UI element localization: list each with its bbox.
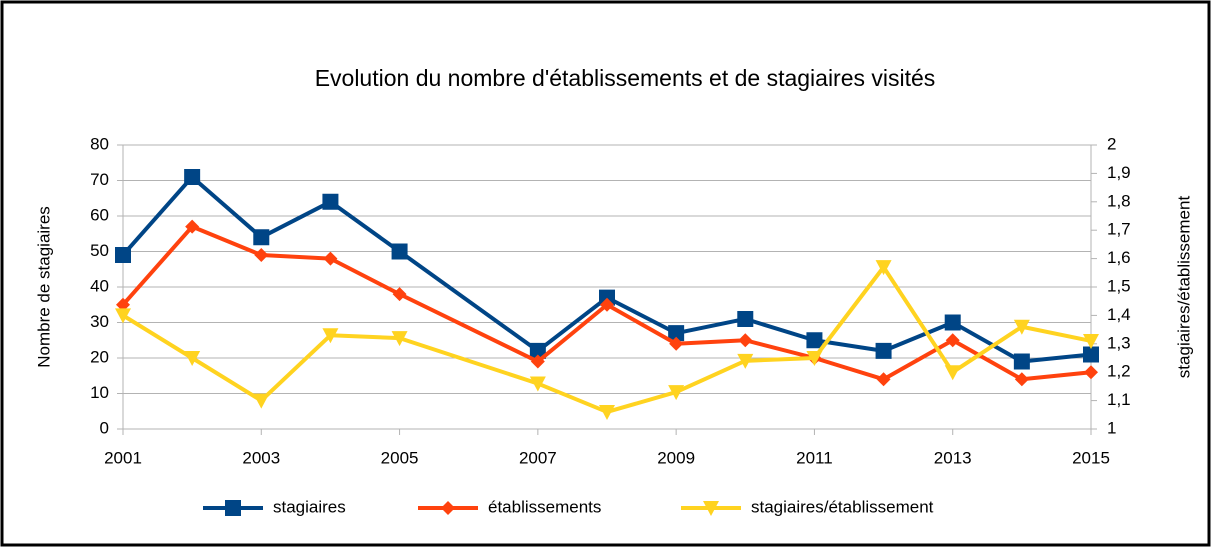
marker	[738, 333, 753, 348]
marker	[184, 168, 201, 185]
series-line	[121, 224, 1092, 382]
marker	[599, 404, 615, 420]
marker	[529, 376, 546, 392]
y-axis-label: Nombre de stagiaires	[34, 206, 53, 368]
y2-tick-label: 1,9	[1107, 163, 1131, 182]
marker	[253, 393, 270, 409]
legend-label: stagiaires	[273, 497, 346, 516]
y2-tick-label: 1,6	[1107, 248, 1131, 267]
x-tick-label: 2015	[1072, 448, 1110, 467]
series-line	[121, 174, 1092, 364]
marker	[529, 342, 546, 359]
y-tick-label: 30	[90, 312, 109, 331]
series-line	[121, 265, 1092, 414]
y2-tick-label: 1,4	[1107, 305, 1131, 324]
marker	[225, 500, 241, 516]
marker	[1083, 333, 1099, 349]
marker	[1013, 319, 1030, 335]
marker	[806, 351, 823, 366]
x-tick-label: 2007	[519, 448, 557, 467]
y2-tick-label: 2	[1107, 134, 1116, 153]
marker	[669, 336, 684, 351]
y-tick-label: 40	[90, 276, 109, 295]
marker	[254, 248, 269, 263]
legend-label: établissements	[488, 497, 601, 516]
y-tick-label: 70	[90, 170, 109, 189]
x-tick-label: 2009	[657, 448, 695, 467]
marker	[185, 219, 200, 234]
y2-axis-label: stagiaires/établissement	[1174, 196, 1193, 379]
marker	[391, 243, 408, 260]
y-tick-label: 50	[90, 241, 109, 260]
x-tick-label: 2011	[796, 448, 833, 467]
marker	[392, 287, 407, 302]
y2-tick-label: 1,8	[1107, 191, 1131, 210]
y2-tick-label: 1,7	[1107, 220, 1131, 239]
marker	[944, 365, 961, 381]
marker	[944, 314, 961, 331]
x-tick-label: 2003	[242, 448, 280, 467]
y2-tick-label: 1	[1107, 418, 1116, 437]
marker	[600, 297, 614, 312]
y-tick-label: 10	[90, 383, 109, 402]
marker	[737, 353, 754, 369]
marker	[599, 289, 615, 306]
marker	[875, 260, 892, 276]
marker	[1084, 365, 1098, 380]
legend-label: stagiaires/établissement	[751, 497, 934, 516]
marker	[391, 331, 408, 347]
marker	[737, 310, 754, 327]
y2-tick-label: 1,2	[1107, 362, 1131, 381]
marker	[1083, 346, 1099, 363]
marker	[253, 229, 270, 246]
y-tick-label: 20	[90, 347, 109, 366]
x-tick-label: 2005	[381, 448, 419, 467]
marker	[703, 501, 719, 516]
marker	[115, 308, 131, 324]
marker	[945, 333, 960, 348]
y-tick-label: 60	[90, 205, 109, 224]
y-tick-label: 80	[90, 134, 109, 153]
marker	[184, 351, 201, 366]
marker	[323, 251, 338, 266]
y-tick-label: 0	[100, 418, 109, 437]
marker	[441, 501, 455, 515]
marker	[322, 193, 339, 210]
marker	[322, 328, 339, 344]
x-tick-label: 2001	[104, 448, 142, 467]
marker	[1013, 353, 1030, 370]
marker	[1014, 372, 1029, 387]
marker	[875, 342, 892, 359]
y2-tick-label: 1,1	[1107, 390, 1131, 409]
marker	[668, 385, 685, 401]
y2-tick-label: 1,5	[1107, 276, 1131, 295]
x-tick-label: 2013	[934, 448, 972, 467]
marker	[806, 332, 823, 349]
marker	[115, 247, 131, 264]
marker	[876, 372, 891, 387]
marker	[668, 325, 685, 342]
y2-tick-label: 1,3	[1107, 333, 1131, 352]
marker	[116, 297, 130, 312]
chart-title: Evolution du nombre d'établissements et …	[315, 65, 936, 91]
marker	[530, 354, 545, 369]
